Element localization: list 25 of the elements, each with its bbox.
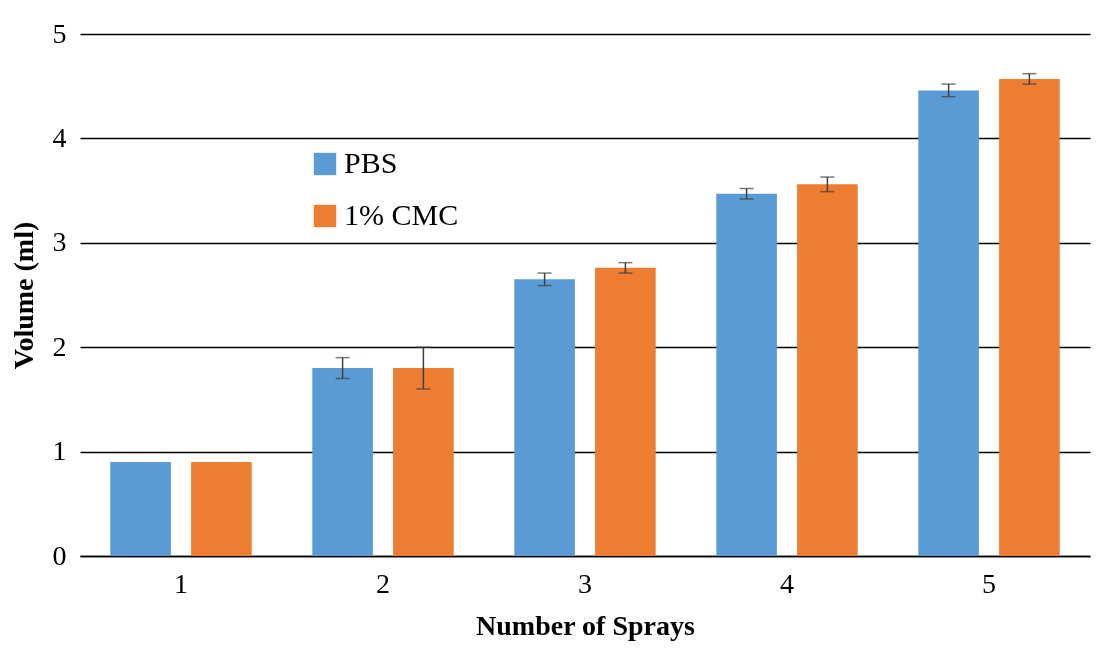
- x-tick-label: 3: [578, 567, 592, 599]
- x-tick-label: 5: [982, 567, 996, 599]
- bar: [191, 462, 252, 556]
- bar: [110, 462, 171, 556]
- x-tick-label: 4: [780, 567, 794, 599]
- bar: [918, 90, 979, 556]
- x-axis-title: Number of Sprays: [476, 609, 696, 641]
- y-tick-label: 1: [52, 435, 67, 467]
- y-tick-label: 4: [52, 121, 67, 153]
- bar: [716, 193, 777, 556]
- y-axis-title: Volume (ml): [7, 221, 39, 370]
- x-tick-label: 1: [174, 567, 188, 599]
- bar: [797, 184, 858, 556]
- legend-label: PBS: [344, 146, 398, 179]
- x-tick-label: 2: [376, 567, 390, 599]
- bar: [312, 368, 373, 556]
- y-tick-label: 2: [52, 330, 67, 362]
- y-tick-label: 5: [52, 17, 67, 49]
- legend-label: 1% CMC: [344, 198, 459, 231]
- bar: [514, 279, 575, 556]
- bar: [595, 267, 656, 556]
- bar: [999, 78, 1060, 556]
- bar: [393, 368, 454, 556]
- y-tick-label: 3: [52, 226, 67, 258]
- y-tick-label: 0: [52, 539, 67, 571]
